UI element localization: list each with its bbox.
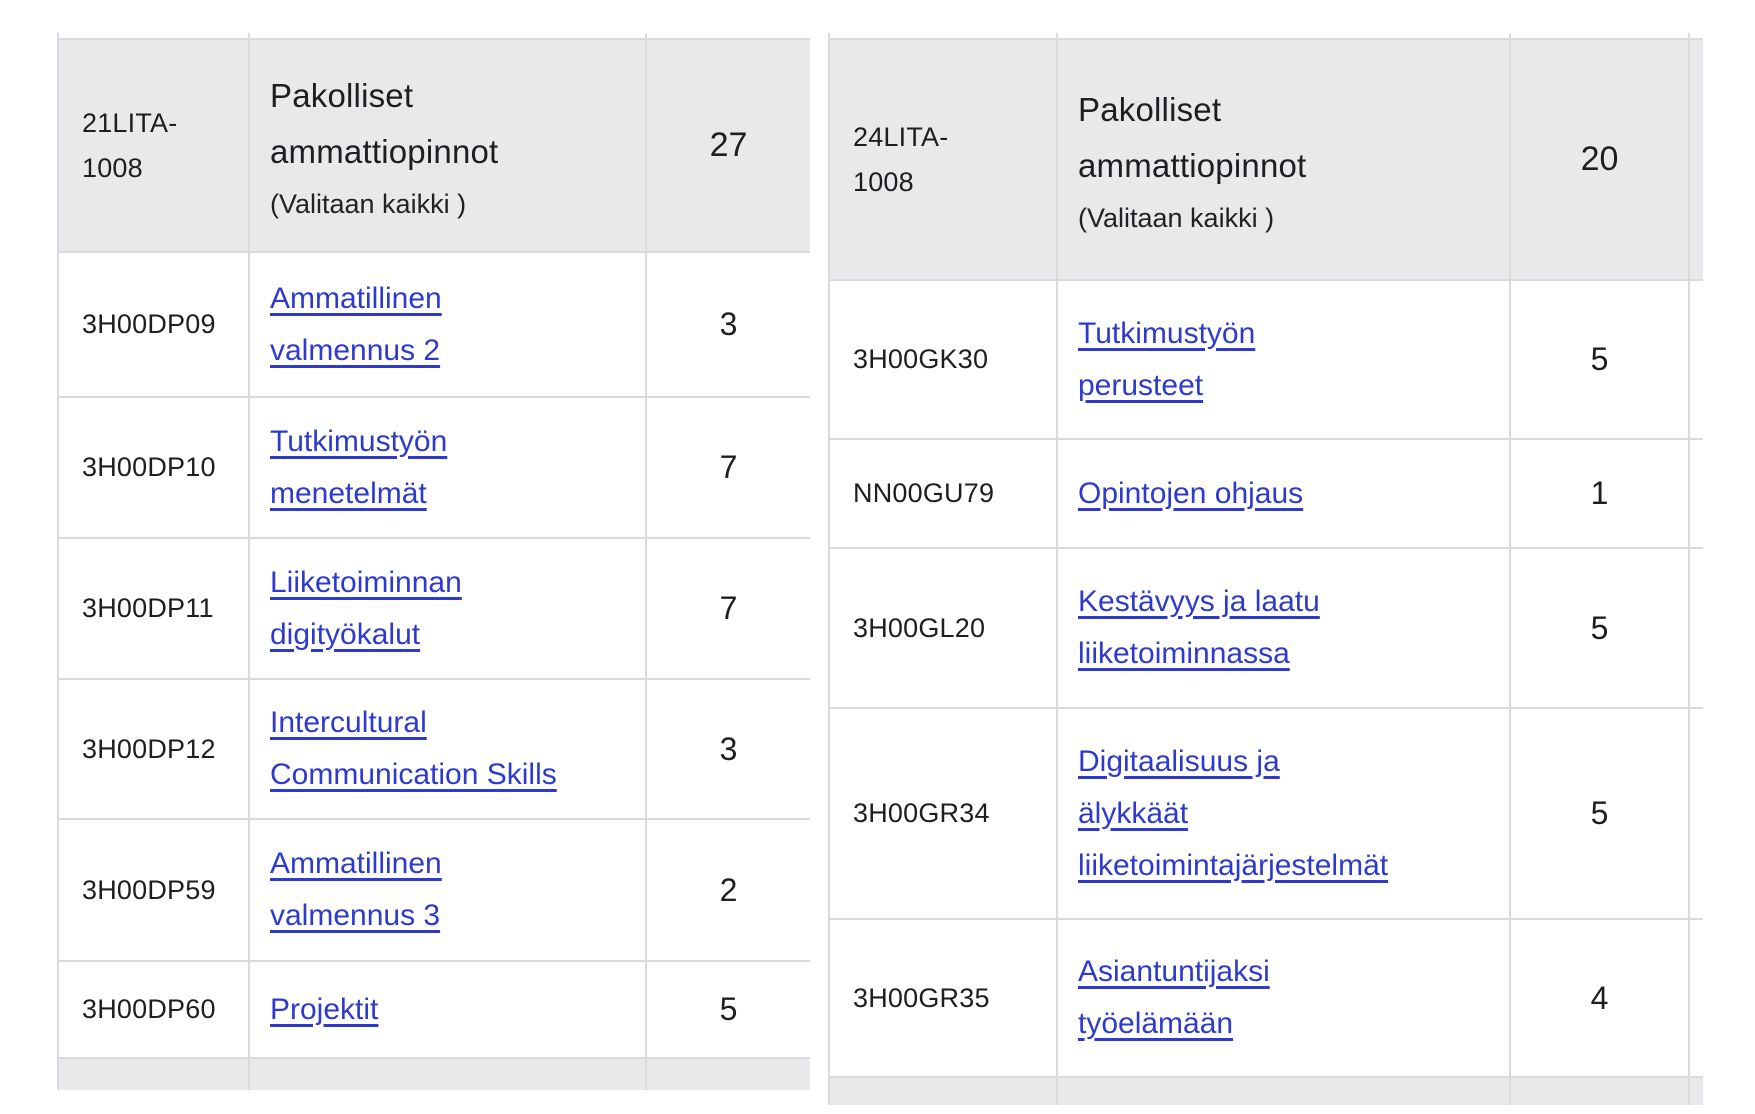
course-credits: 5 <box>1509 707 1690 920</box>
curriculum-table-left: 21LITA- 1008 Pakolliset ammattiopinnot (Va… <box>57 33 810 1090</box>
course-credits: 3 <box>645 678 810 820</box>
course-link[interactable]: Digitaalisuus ja älykkäät liiketoimintajär… <box>1078 744 1389 882</box>
course-row: 3H00DP12 Intercultural Communication Skil… <box>57 678 810 820</box>
clipped-column <box>1688 707 1703 920</box>
course-row: 3H00DP09 Ammatillinen valmennus 2 3 <box>57 251 810 398</box>
course-credits: 3 <box>645 251 810 398</box>
course-link[interactable]: Opintojen ohjaus <box>1078 476 1304 510</box>
course-code: 3H00DP09 <box>57 251 250 398</box>
course-link[interactable]: Kestävyys ja laatu liiketoiminnassa <box>1078 585 1320 670</box>
course-code: 3H00DP11 <box>57 537 250 680</box>
course-code: 3H00DP59 <box>57 818 250 962</box>
section-code: 24LITA- 1008 <box>828 38 1058 281</box>
course-credits: 4 <box>1509 918 1690 1078</box>
clipped-column <box>1688 547 1703 709</box>
course-code: NN00GU79 <box>828 438 1058 549</box>
section-subtitle: (Valitaan kaikki ) <box>1078 202 1275 233</box>
course-link[interactable]: Tutkimustyön perusteet <box>1078 316 1256 402</box>
section-title-cell: Pakolliset ammattiopinnot (Valitaan kaikk… <box>248 38 647 253</box>
course-row: 3H00DP59 Ammatillinen valmennus 3 2 <box>57 818 810 962</box>
course-row: 3H00DP11 Liiketoiminnan digityökalut 7 <box>57 537 810 680</box>
clipped-column <box>1688 918 1703 1078</box>
clipped-column <box>1688 38 1703 281</box>
course-row: 3H00DP10 Tutkimustyön menetelmät 7 <box>57 396 810 539</box>
course-credits: 1 <box>1509 438 1690 549</box>
course-credits: 2 <box>645 818 810 962</box>
course-credits: 5 <box>1509 547 1690 709</box>
course-code: 3H00DP12 <box>57 678 250 820</box>
course-link[interactable]: Asiantuntijaksi työelämään <box>1078 955 1270 1040</box>
course-code: 3H00DP60 <box>57 960 250 1059</box>
course-credits: 7 <box>645 537 810 680</box>
course-link[interactable]: Tutkimustyön menetelmät <box>270 424 448 510</box>
course-code: 3H00GK30 <box>828 279 1058 440</box>
curriculum-table-right: 24LITA- 1008 Pakolliset ammattiopinnot (Va… <box>828 33 1703 1105</box>
course-link[interactable]: Ammatillinen valmennus 2 <box>270 281 442 367</box>
clipped-next-section-row <box>828 1076 1703 1105</box>
section-header-row: 24LITA- 1008 Pakolliset ammattiopinnot (Va… <box>828 38 1703 281</box>
course-link[interactable]: Liiketoiminnan digityökalut <box>270 565 462 651</box>
section-credits: 27 <box>645 38 810 253</box>
section-code: 21LITA- 1008 <box>57 38 250 253</box>
course-row: 3H00GK30 Tutkimustyön perusteet 5 <box>828 279 1703 440</box>
course-row: 3H00GR34 Digitaalisuus ja älykkäät liiketo… <box>828 707 1703 920</box>
course-code: 3H00GR35 <box>828 918 1058 1078</box>
course-link[interactable]: Projektit <box>270 992 379 1026</box>
course-link[interactable]: Ammatillinen valmennus 3 <box>270 847 442 932</box>
course-credits: 5 <box>645 960 810 1059</box>
section-subtitle: (Valitaan kaikki ) <box>270 188 467 219</box>
course-row: NN00GU79 Opintojen ohjaus 1 <box>828 438 1703 549</box>
course-code: 3H00GR34 <box>828 707 1058 920</box>
clipped-column <box>1688 438 1703 549</box>
section-title-cell: Pakolliset ammattiopinnot (Valitaan kaikk… <box>1056 38 1511 281</box>
course-credits: 7 <box>645 396 810 539</box>
section-title: Pakolliset ammattiopinnot <box>1078 90 1307 184</box>
clipped-column <box>1688 279 1703 440</box>
clipped-previous-row <box>828 33 1703 40</box>
curriculum-table-right-container: 24LITA- 1008 Pakolliset ammattiopinnot (Va… <box>828 33 1703 1105</box>
section-title: Pakolliset ammattiopinnot <box>270 76 499 170</box>
course-code: 3H00DP10 <box>57 396 250 539</box>
course-row: 3H00GL20 Kestävyys ja laatu liiketoiminna… <box>828 547 1703 709</box>
clipped-next-section-row <box>57 1057 810 1090</box>
section-credits: 20 <box>1509 38 1690 281</box>
curriculum-table-left-container: 21LITA- 1008 Pakolliset ammattiopinnot (Va… <box>57 33 810 1090</box>
course-row: 3H00DP60 Projektit 5 <box>57 960 810 1059</box>
clipped-previous-row <box>57 33 810 40</box>
course-row: 3H00GR35 Asiantuntijaksi työelämään 4 <box>828 918 1703 1078</box>
course-credits: 5 <box>1509 279 1690 440</box>
course-link[interactable]: Intercultural Communication Skills <box>270 706 557 791</box>
section-header-row: 21LITA- 1008 Pakolliset ammattiopinnot (Va… <box>57 38 810 253</box>
course-code: 3H00GL20 <box>828 547 1058 709</box>
